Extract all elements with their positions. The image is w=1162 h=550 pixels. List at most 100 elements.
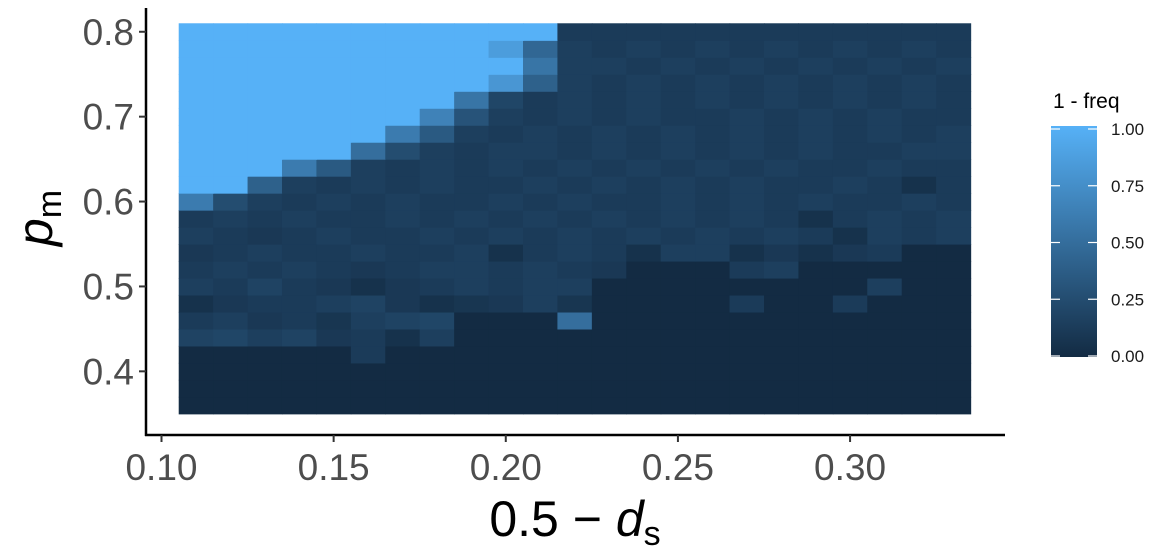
heatmap-cell — [350, 345, 386, 364]
heatmap-cell — [901, 362, 937, 381]
heatmap-cell — [350, 57, 386, 75]
heatmap-cell — [557, 23, 593, 41]
heatmap-cell — [281, 108, 318, 126]
heatmap-cell — [213, 74, 249, 92]
x-axis-title-sub: s — [644, 515, 661, 550]
heatmap-cell — [523, 227, 559, 245]
heatmap-cell — [936, 91, 972, 109]
heatmap-cell — [385, 396, 421, 415]
heatmap-cell — [281, 294, 318, 313]
x-ticks: 0.10 0.15 0.20 0.25 0.30 — [125, 435, 886, 488]
heatmap-cell — [316, 328, 352, 347]
heatmap-cell — [419, 176, 455, 194]
heatmap-cell — [454, 227, 490, 245]
heatmap-cell — [626, 396, 662, 415]
heatmap-cell — [488, 277, 524, 296]
heatmap-cell — [729, 396, 765, 415]
heatmap-cell — [798, 227, 834, 245]
heatmap-cell — [901, 57, 937, 75]
heatmap-cell — [178, 176, 214, 194]
heatmap-cell — [798, 210, 834, 228]
heatmap-cell — [832, 396, 868, 415]
heatmap-cell — [901, 379, 937, 398]
heatmap-cell — [798, 294, 834, 313]
heatmap-cell — [798, 362, 834, 381]
heatmap-cell — [936, 108, 972, 126]
heatmap-cell — [901, 176, 937, 194]
heatmap-cell — [350, 362, 386, 381]
heatmap-cell — [936, 244, 972, 262]
heatmap-cell — [798, 108, 834, 126]
heatmap-cell — [660, 57, 696, 75]
heatmap-cell — [867, 91, 903, 109]
heatmap-cell — [660, 142, 696, 160]
heatmap-cell — [454, 311, 490, 330]
heatmap-cell — [247, 125, 283, 143]
heatmap-cell — [281, 277, 318, 296]
heatmap-cell — [488, 396, 524, 415]
heatmap-cell — [660, 294, 696, 313]
heatmap-cell — [350, 193, 386, 211]
heatmap-cell — [488, 210, 524, 228]
heatmap-cell — [936, 23, 972, 41]
heatmap-cell — [419, 74, 455, 92]
y-tick-label: 0.6 — [83, 182, 134, 223]
heatmap-cell — [764, 57, 800, 75]
heatmap-cell — [626, 227, 662, 245]
heatmap-cell — [523, 210, 559, 228]
heatmap-cell — [695, 125, 731, 143]
heatmap-cell — [764, 227, 800, 245]
heatmap-cell — [557, 210, 593, 228]
heatmap-cell — [350, 142, 386, 160]
heatmap-cell — [523, 108, 559, 126]
heatmap-cell — [660, 176, 696, 194]
heatmap-cell — [626, 379, 662, 398]
heatmap-cell — [281, 227, 318, 245]
heatmap-cell — [247, 57, 283, 75]
heatmap-cell — [178, 23, 214, 41]
heatmap-cell — [901, 260, 937, 279]
heatmap-cell — [178, 57, 214, 75]
heatmap-cell — [213, 40, 249, 58]
heatmap-cell — [523, 57, 559, 75]
heatmap-cell — [523, 159, 559, 177]
heatmap-cell — [419, 328, 455, 347]
heatmap-cell — [523, 40, 559, 58]
heatmap-cell — [316, 294, 352, 313]
heatmap-cell — [454, 193, 490, 211]
heatmap-cell — [695, 379, 731, 398]
heatmap-cell — [488, 57, 524, 75]
heatmap-cell — [385, 227, 421, 245]
heatmap-cell — [936, 193, 972, 211]
heatmap-cell — [213, 159, 249, 177]
heatmap-cell — [557, 193, 593, 211]
heatmap-cell — [178, 91, 214, 109]
heatmap-cell — [454, 210, 490, 228]
heatmap-cell — [316, 40, 352, 58]
heatmap-cell — [316, 23, 352, 41]
heatmap-cell — [626, 244, 662, 262]
heatmap-cell — [316, 142, 352, 160]
heatmap-cell — [523, 193, 559, 211]
heatmap-cell — [454, 294, 490, 313]
heatmap-cell — [557, 396, 593, 415]
heatmap-cell — [798, 125, 834, 143]
heatmap-cell — [798, 193, 834, 211]
heatmap-cell — [316, 91, 352, 109]
legend: 1 - freq 1.00 0.75 0.50 0.25 0.00 — [1051, 90, 1144, 366]
heatmap-cell — [936, 379, 972, 398]
heatmap-cell — [247, 108, 283, 126]
heatmap-cell — [213, 396, 249, 415]
heatmap-cell — [832, 40, 868, 58]
heatmap-cell — [764, 176, 800, 194]
heatmap-cell — [350, 125, 386, 143]
heatmap-cell — [557, 159, 593, 177]
heatmap-cell — [936, 210, 972, 228]
heatmap-cell — [213, 328, 249, 347]
heatmap-cell — [316, 260, 352, 279]
heatmap-cell — [832, 108, 868, 126]
heatmap-cell — [798, 57, 834, 75]
heatmap-cell — [557, 311, 593, 330]
heatmap-cell — [901, 294, 937, 313]
heatmap-cell — [385, 210, 421, 228]
